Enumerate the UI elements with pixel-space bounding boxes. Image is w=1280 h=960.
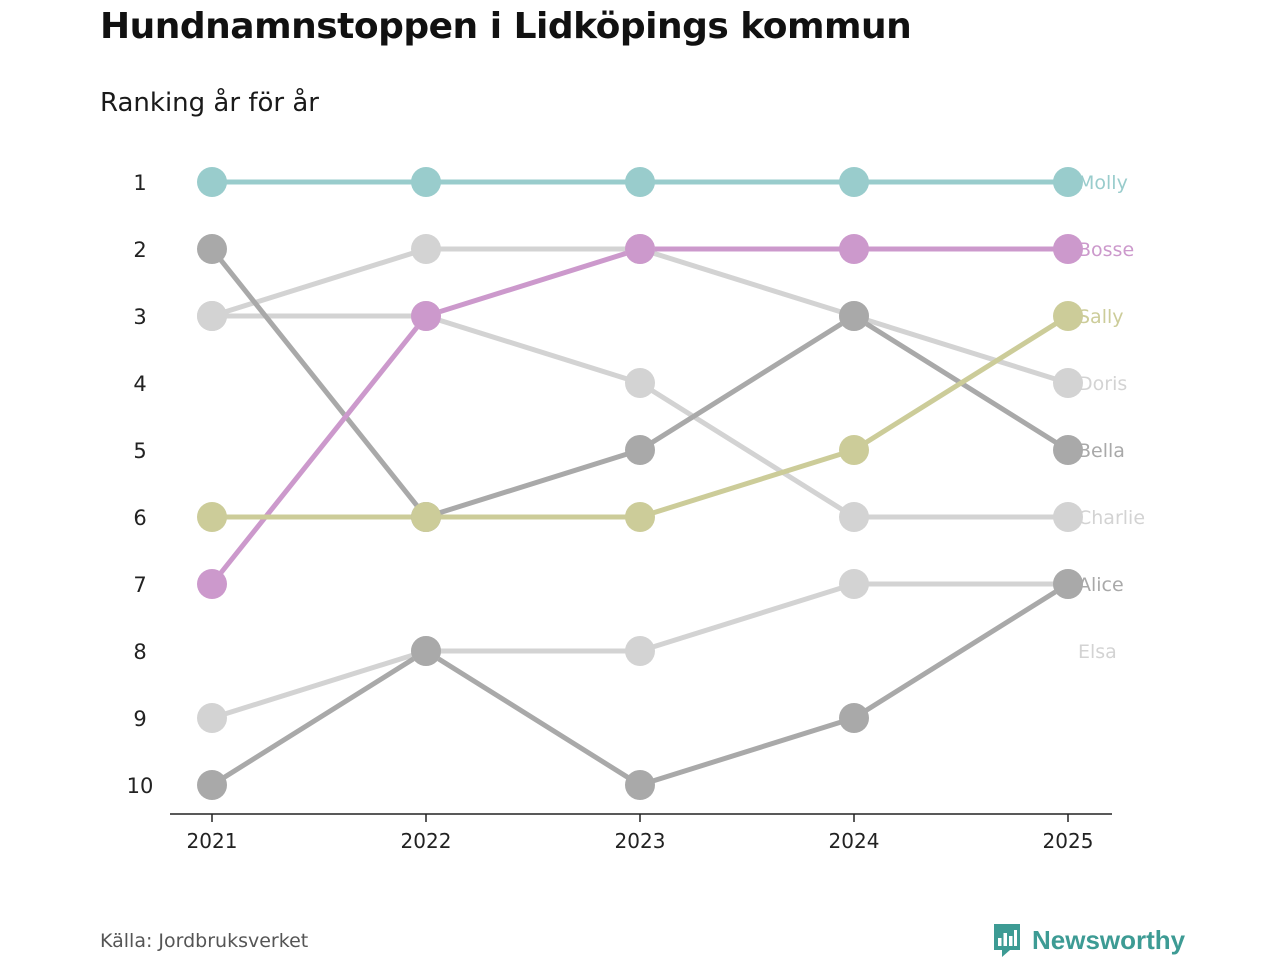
y-tick-label: 8 (133, 640, 146, 664)
data-point-charlie (197, 301, 227, 331)
y-tick-label: 1 (133, 171, 146, 195)
data-point-doris (1053, 368, 1083, 398)
data-point-molly (839, 167, 869, 197)
data-point-other (1053, 569, 1083, 599)
end-label-elsa: Elsa (1078, 641, 1117, 663)
data-point-alice (625, 636, 655, 666)
end-label-charlie: Charlie (1078, 507, 1145, 529)
data-point-doris (411, 234, 441, 264)
data-point-alice (839, 569, 869, 599)
y-tick-label: 2 (133, 238, 146, 262)
x-tick-label: 2021 (187, 829, 238, 853)
data-point-alice (197, 703, 227, 733)
bump-chart: 1 2 3 4 5 6 7 8 9 10 2021 2022 2023 2024 2025 Molly Boss… (127, 167, 1145, 853)
data-point-bosse (1053, 234, 1083, 264)
data-point-other (411, 636, 441, 666)
x-tick-label: 2025 (1043, 829, 1094, 853)
data-point-other (197, 770, 227, 800)
end-label-molly: Molly (1078, 172, 1128, 194)
data-point-bella (197, 234, 227, 264)
newsworthy-logo-icon (994, 924, 1020, 957)
series-line-other (209, 581, 1071, 788)
series-line-bosse (209, 246, 1071, 587)
y-tick-label: 5 (133, 439, 146, 463)
data-point-charlie (1053, 502, 1083, 532)
chart-title: Hundnamnstoppen i Lidköpings kommun (100, 6, 912, 47)
source-note: Källa: Jordbruksverket (100, 930, 309, 952)
data-point-molly (197, 167, 227, 197)
end-label-alice: Alice (1078, 574, 1124, 596)
data-point-molly (1053, 167, 1083, 197)
data-point-bella (1053, 435, 1083, 465)
data-point-bella (839, 301, 869, 331)
data-point-bosse (625, 234, 655, 264)
end-label-doris: Doris (1078, 373, 1127, 395)
end-label-bella: Bella (1078, 440, 1125, 462)
data-point-molly (625, 167, 655, 197)
data-point-bella (625, 435, 655, 465)
x-tick-label: 2022 (401, 829, 452, 853)
end-label-bosse: Bosse (1078, 239, 1134, 261)
y-tick-label: 4 (133, 372, 146, 396)
data-point-sally (197, 502, 227, 532)
x-tick-label: 2024 (829, 829, 880, 853)
data-point-charlie (625, 368, 655, 398)
end-label-sally: Sally (1078, 306, 1124, 328)
series-line-charlie (209, 313, 1071, 520)
y-tick-label: 10 (127, 774, 154, 798)
data-point-molly (411, 167, 441, 197)
y-tick-label: 6 (133, 506, 146, 530)
data-point-other (625, 770, 655, 800)
chart-subtitle: Ranking år för år (100, 88, 319, 118)
data-point-bosse (839, 234, 869, 264)
data-point-sally (839, 435, 869, 465)
y-tick-label: 9 (133, 707, 146, 731)
data-point-sally (625, 502, 655, 532)
brand-name: Newsworthy (1032, 924, 1186, 955)
data-point-bosse (197, 569, 227, 599)
data-point-bosse (411, 301, 441, 331)
y-tick-label: 3 (133, 305, 146, 329)
y-tick-label: 7 (133, 573, 146, 597)
data-point-other (839, 703, 869, 733)
data-point-sally (411, 502, 441, 532)
x-tick-label: 2023 (615, 829, 666, 853)
data-point-charlie (839, 502, 869, 532)
brand-logo[interactable]: Newsworthy (992, 922, 1185, 958)
data-point-sally (1053, 301, 1083, 331)
series-line-sally (209, 313, 1071, 520)
